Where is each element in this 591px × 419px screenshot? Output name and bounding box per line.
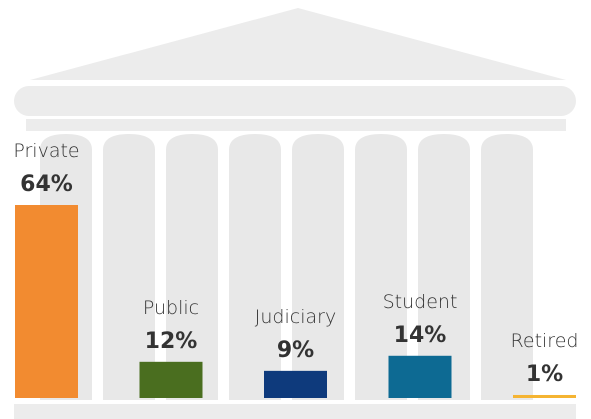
building-illustration (14, 8, 576, 419)
value-label: 64% (20, 172, 73, 197)
bar (264, 370, 327, 398)
bar (513, 394, 576, 398)
entablature (14, 86, 576, 116)
bar (388, 355, 452, 398)
value-label: 12% (145, 329, 198, 354)
column (418, 134, 470, 400)
frieze (26, 119, 566, 131)
column (166, 134, 218, 400)
category-label: Private (13, 140, 79, 162)
value-label: 14% (394, 323, 447, 348)
column (103, 134, 155, 400)
bar (15, 205, 78, 398)
base (14, 404, 576, 419)
bars: 64% Private 12% Public 9% Judiciary 14% Student… (13, 140, 578, 398)
value-label: 9% (277, 338, 314, 363)
value-label: 1% (526, 362, 563, 387)
bar (139, 361, 203, 398)
category-label: Student (383, 291, 458, 313)
column (229, 134, 281, 400)
category-label: Retired (511, 330, 579, 352)
category-label: Public (143, 297, 199, 319)
columns (40, 134, 533, 400)
column (292, 134, 344, 400)
column (481, 134, 533, 400)
roof (30, 8, 566, 80)
category-label: Judiciary (255, 306, 336, 328)
column (355, 134, 407, 400)
